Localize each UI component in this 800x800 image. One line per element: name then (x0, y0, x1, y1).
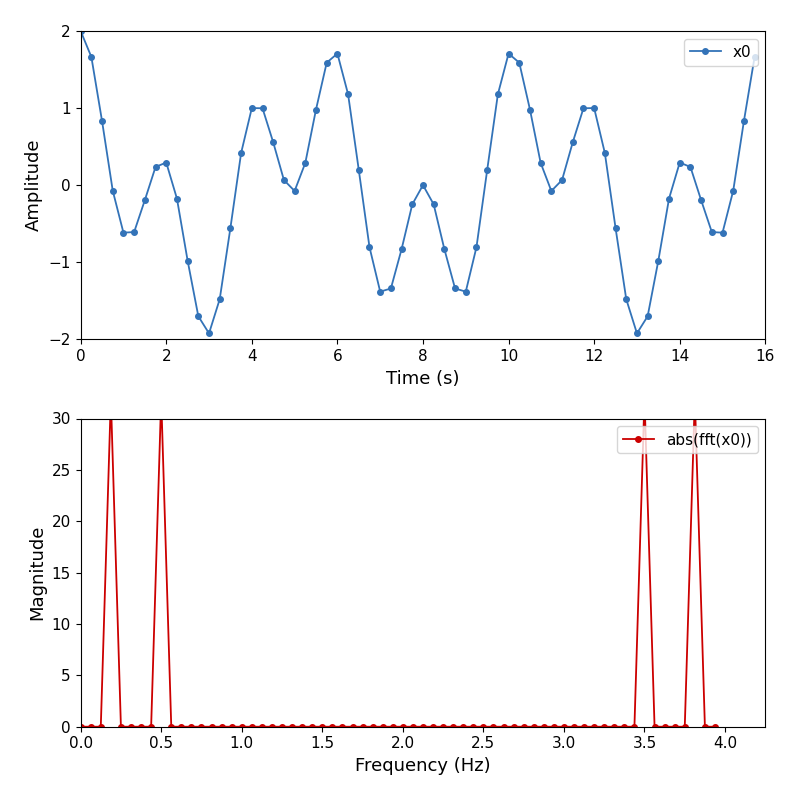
Legend: abs(fft(x0)): abs(fft(x0)) (617, 426, 758, 454)
x0 (162, 158, 171, 167)
Line: x0: x0 (78, 28, 758, 336)
x0 (76, 26, 86, 36)
x0 (750, 52, 759, 62)
abs(fft(x0)) (166, 722, 176, 731)
abs(fft(x0)) (498, 722, 508, 731)
abs(fft(x0)) (318, 722, 327, 731)
Y-axis label: Amplitude: Amplitude (25, 139, 43, 231)
x0 (204, 329, 214, 338)
x0 (514, 58, 524, 67)
abs(fft(x0)) (408, 722, 418, 731)
x0 (418, 180, 428, 190)
x0 (525, 105, 534, 114)
abs(fft(x0)) (710, 722, 720, 731)
Line: abs(fft(x0)): abs(fft(x0)) (78, 395, 718, 730)
abs(fft(x0)) (76, 722, 86, 731)
x0 (365, 242, 374, 252)
Y-axis label: Magnitude: Magnitude (28, 525, 46, 620)
abs(fft(x0)) (358, 722, 367, 731)
Legend: x0: x0 (684, 38, 758, 66)
X-axis label: Time (s): Time (s) (386, 370, 460, 387)
X-axis label: Frequency (Hz): Frequency (Hz) (355, 757, 490, 775)
abs(fft(x0)) (509, 722, 518, 731)
x0 (461, 287, 470, 297)
abs(fft(x0)) (157, 393, 166, 402)
abs(fft(x0)) (448, 722, 458, 731)
